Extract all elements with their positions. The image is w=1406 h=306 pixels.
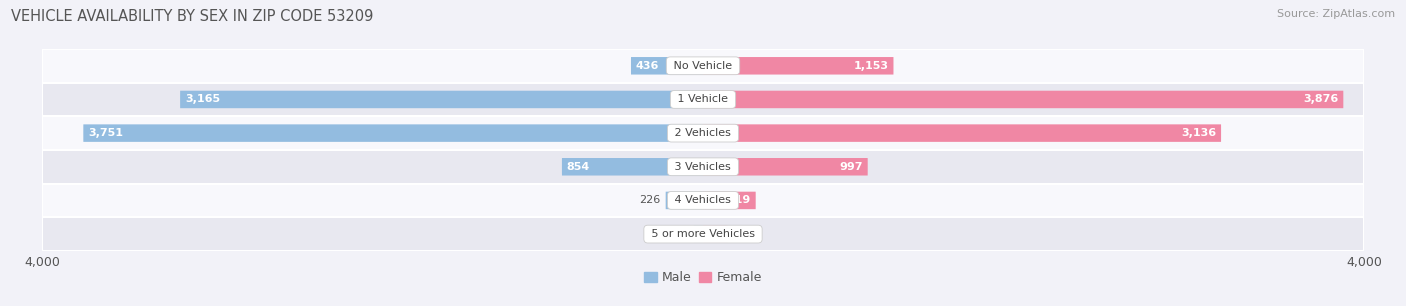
FancyBboxPatch shape [703,192,755,209]
FancyBboxPatch shape [83,124,703,142]
FancyBboxPatch shape [693,225,703,243]
Text: 1 Vehicle: 1 Vehicle [675,95,731,104]
Text: No Vehicle: No Vehicle [671,61,735,71]
FancyBboxPatch shape [703,57,893,75]
Text: 56: 56 [675,229,689,239]
Bar [42,217,1364,251]
Text: 436: 436 [636,61,659,71]
FancyBboxPatch shape [703,158,868,176]
Text: 3,165: 3,165 [186,95,221,104]
Text: 2 Vehicles: 2 Vehicles [671,128,735,138]
Bar [42,184,1364,217]
Text: 226: 226 [640,196,661,205]
Text: 319: 319 [727,196,751,205]
Text: 3,876: 3,876 [1303,95,1339,104]
Bar [42,83,1364,116]
FancyBboxPatch shape [703,124,1220,142]
FancyBboxPatch shape [562,158,703,176]
Text: Source: ZipAtlas.com: Source: ZipAtlas.com [1277,9,1395,19]
Text: 5 or more Vehicles: 5 or more Vehicles [648,229,758,239]
Text: VEHICLE AVAILABILITY BY SEX IN ZIP CODE 53209: VEHICLE AVAILABILITY BY SEX IN ZIP CODE … [11,9,374,24]
Text: 4 Vehicles: 4 Vehicles [671,196,735,205]
Text: 3,136: 3,136 [1181,128,1216,138]
Bar [42,49,1364,83]
FancyBboxPatch shape [631,57,703,75]
Text: 854: 854 [567,162,591,172]
Bar [42,116,1364,150]
Legend: Male, Female: Male, Female [640,266,766,289]
Text: 3,751: 3,751 [89,128,124,138]
FancyBboxPatch shape [665,192,703,209]
Bar [42,150,1364,184]
FancyBboxPatch shape [703,225,728,243]
FancyBboxPatch shape [703,91,1343,108]
Text: 149: 149 [733,229,754,239]
Text: 997: 997 [839,162,863,172]
Text: 1,153: 1,153 [853,61,889,71]
FancyBboxPatch shape [180,91,703,108]
Text: 3 Vehicles: 3 Vehicles [672,162,734,172]
